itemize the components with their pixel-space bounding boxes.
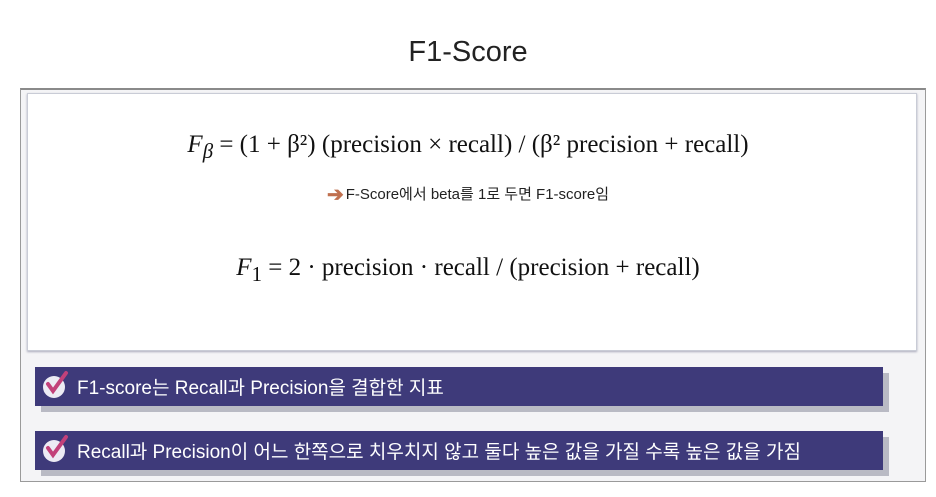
f1-rhs: = 2 · precision · recall / (precision + … [268, 254, 700, 281]
fbeta-rhs: = (1 + β²) (precision × recall) / (β² pr… [219, 131, 749, 158]
f1-formula: F1 = 2 · precision · recall / (precision… [0, 254, 936, 287]
arrow-right-icon: ➔ [326, 184, 344, 206]
bullet-banner: F1-score는 Recall과 Precision을 결합한 지표 [35, 367, 883, 406]
formula-box [27, 93, 917, 351]
note-text: F-Score에서 beta를 1로 두면 F1-score임 [345, 186, 610, 203]
f1-lhs: F [236, 254, 252, 281]
fbeta-lhs: F [187, 131, 203, 158]
checkmark-icon [43, 370, 68, 398]
bullet-text: Recall과 Precision이 어느 한쪽으로 치우치지 않고 둘다 높은… [77, 442, 801, 463]
page-title: F1-Score [408, 36, 528, 68]
bullet-banner: Recall과 Precision이 어느 한쪽으로 치우치지 않고 둘다 높은… [35, 431, 883, 470]
f1-sub: 1 [251, 262, 262, 286]
fbeta-sub: β [202, 139, 214, 163]
checkmark-icon [43, 434, 68, 462]
fbeta-formula: Fβ = (1 + β²) (precision × recall) / (β²… [0, 131, 936, 164]
note: ➔ F-Score에서 beta를 1로 두면 F1-score임 [0, 182, 936, 207]
bullet-text: F1-score는 Recall과 Precision을 결합한 지표 [77, 378, 444, 399]
